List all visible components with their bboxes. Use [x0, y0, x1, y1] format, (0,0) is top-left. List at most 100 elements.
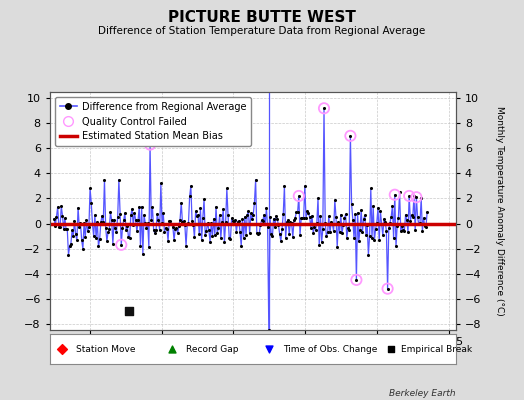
Point	[321, 220, 330, 227]
Point	[232, 229, 241, 235]
Point	[259, 218, 267, 224]
Point	[372, 226, 380, 232]
Point	[412, 194, 421, 200]
Point	[125, 308, 134, 314]
Point	[78, 237, 86, 244]
Point	[179, 218, 188, 224]
Point	[334, 219, 343, 225]
Point	[256, 222, 265, 228]
Point	[252, 176, 260, 183]
Point	[309, 230, 318, 236]
Point	[183, 221, 191, 228]
Point	[336, 211, 345, 218]
Point	[140, 212, 148, 218]
Point	[116, 210, 124, 217]
Point	[297, 215, 305, 222]
Point	[319, 226, 327, 233]
Point	[363, 222, 372, 228]
Point	[203, 220, 212, 226]
Point	[129, 222, 137, 228]
Point	[296, 232, 304, 238]
Point	[147, 217, 156, 223]
Point	[137, 203, 146, 210]
Point	[182, 242, 190, 249]
Point	[305, 214, 314, 220]
Point	[241, 214, 249, 220]
Point	[422, 224, 430, 230]
Point	[359, 216, 368, 222]
Point	[225, 235, 233, 241]
Point	[64, 252, 73, 258]
Point	[376, 208, 385, 214]
Point	[291, 215, 299, 221]
Point	[294, 193, 303, 199]
Point	[265, 346, 274, 352]
Point	[351, 211, 359, 217]
Point	[390, 192, 399, 198]
Point	[83, 228, 92, 234]
Point	[396, 189, 404, 196]
Point	[156, 227, 164, 233]
Point	[419, 215, 428, 221]
Point	[162, 225, 171, 232]
Point	[110, 217, 118, 224]
Point	[397, 228, 405, 234]
Point	[303, 208, 311, 214]
Point	[154, 217, 162, 224]
Point	[418, 228, 427, 234]
Point	[159, 210, 168, 216]
Point	[171, 226, 179, 232]
Point	[409, 214, 417, 220]
Point	[404, 229, 412, 235]
Point	[292, 209, 301, 215]
Point	[216, 235, 225, 241]
Point	[270, 224, 279, 230]
Point	[222, 219, 230, 225]
Point	[153, 211, 161, 217]
Point	[73, 237, 81, 243]
Point	[117, 242, 125, 248]
Point	[91, 212, 99, 218]
Point	[262, 204, 270, 211]
Point	[381, 219, 389, 225]
Point	[370, 237, 378, 244]
Point	[356, 226, 364, 233]
Point	[144, 220, 152, 226]
Point	[407, 212, 416, 218]
Point	[193, 212, 201, 219]
Point	[238, 216, 247, 222]
Point	[77, 220, 85, 226]
Point	[332, 214, 340, 220]
Point	[384, 286, 392, 292]
Point	[412, 194, 421, 200]
Point	[143, 224, 151, 231]
Point	[211, 231, 219, 238]
Point	[328, 220, 336, 227]
Point	[388, 203, 397, 210]
Point	[294, 193, 303, 199]
Point	[108, 241, 117, 247]
Text: Station Move: Station Move	[76, 344, 136, 354]
Point	[214, 224, 223, 231]
Point	[88, 221, 96, 228]
Point	[85, 224, 93, 231]
Point	[58, 346, 66, 352]
Point	[145, 243, 153, 250]
Point	[389, 235, 398, 241]
Point	[227, 215, 236, 222]
Point	[160, 229, 169, 235]
Point	[282, 219, 291, 226]
Point	[53, 204, 62, 210]
Point	[185, 193, 194, 200]
Point	[94, 243, 103, 250]
Point	[318, 239, 326, 246]
Point	[208, 233, 216, 239]
Point	[290, 217, 298, 223]
Point	[387, 346, 395, 352]
Point	[343, 234, 351, 241]
Point	[355, 238, 363, 244]
Point	[399, 226, 407, 233]
Point	[190, 234, 199, 240]
Point	[58, 212, 67, 219]
Point	[377, 221, 386, 227]
